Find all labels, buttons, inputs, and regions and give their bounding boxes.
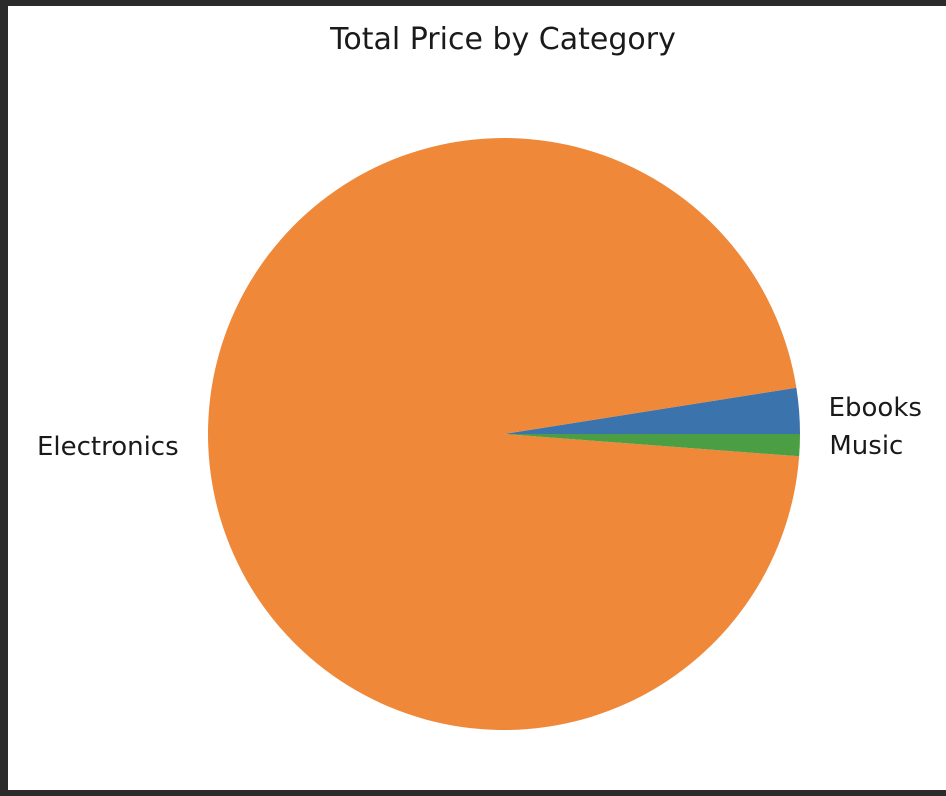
slice-label-music: Music [829, 431, 903, 461]
chart-frame: Total Price by Category Ebooks Electronic… [8, 6, 946, 790]
pie-slices [208, 137, 800, 730]
pie-slice-ebooks [504, 387, 800, 434]
slice-label-ebooks: Ebooks [829, 393, 922, 423]
pie-chart: Total Price by Category Ebooks Electronic… [37, 22, 922, 730]
slice-label-electronics: Electronics [37, 432, 179, 462]
chart-title: Total Price by Category [329, 22, 676, 57]
pie-slice-electronics [208, 137, 800, 730]
pie-slice-music [504, 434, 800, 457]
pie-labels: Ebooks Electronics Music [37, 393, 922, 462]
